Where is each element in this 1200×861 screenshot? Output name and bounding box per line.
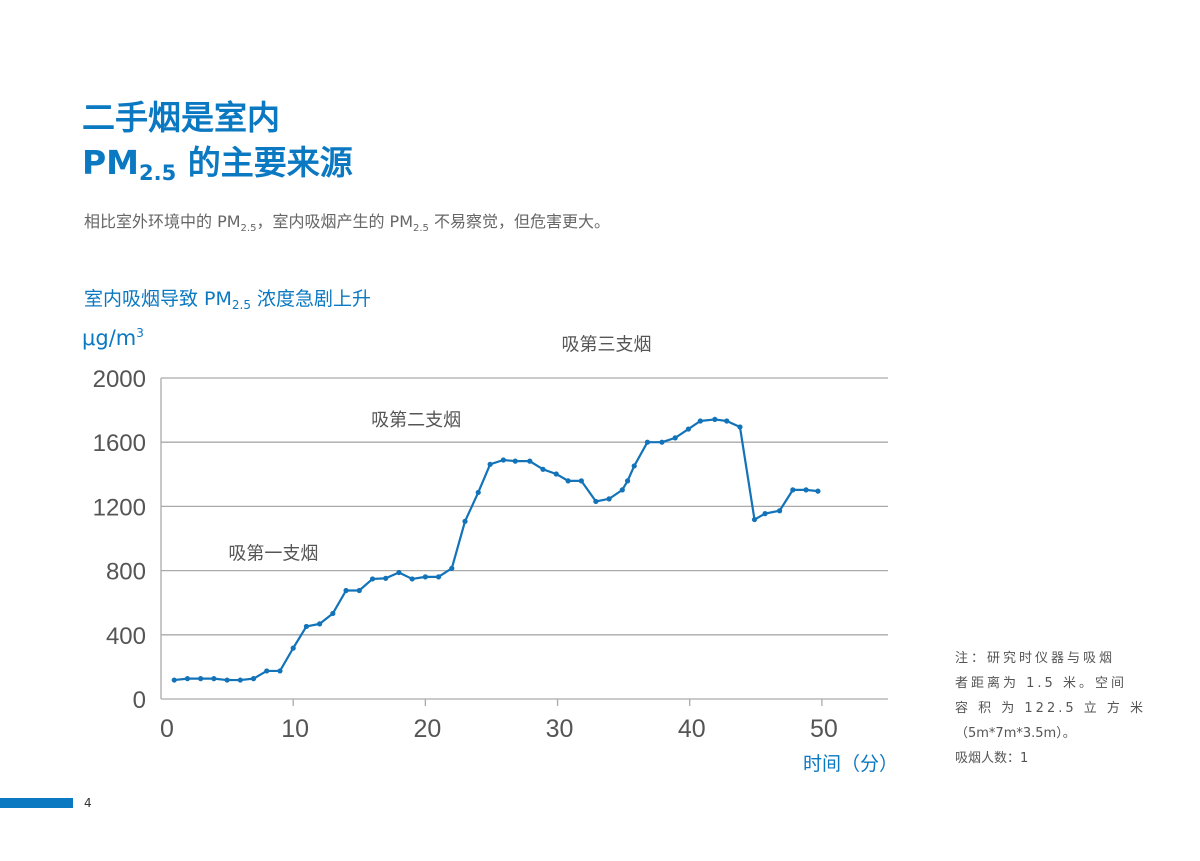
note: 注：研究时仪器与吸烟 者距离为 1.5 米。空间 容 积 为 122.5 立 方… [955,646,1146,771]
data-point [198,676,204,682]
data-point [250,676,257,682]
data-point [815,488,821,494]
data-point [290,645,296,651]
data-point [790,487,796,493]
data-point [356,587,362,594]
y-axis-unit: μg/m3 [82,326,144,350]
x-tick-label: 50 [810,715,838,743]
subtitle-part: ，室内吸烟产生的 PM [256,212,413,231]
data-point [762,511,768,517]
data-point [277,668,283,674]
chart-title: 室内吸烟导致 PM2.5 浓度急剧上升 [84,284,371,312]
x-tick-label: 10 [281,715,309,743]
data-point [317,621,323,627]
unit-text: μg/m [82,326,137,350]
y-tick-label: 1200 [93,494,146,521]
x-tick-label: 0 [160,715,174,743]
note-line: 者距离为 1.5 米。空间 [955,676,1127,691]
page-title-line2: PM2.5 的主要来源 [82,143,353,193]
data-point [619,487,625,493]
y-tick-label: 2000 [93,366,146,393]
footer-accent-bar [0,798,73,808]
data-point [449,565,455,571]
y-tick-label: 400 [106,623,146,650]
data-point [697,418,703,424]
data-point [422,574,428,580]
data-point [593,498,599,505]
data-point [803,487,809,493]
note-line: 吸烟人数：1 [955,751,1029,766]
data-point [303,623,309,630]
data-point [606,496,612,502]
data-point [685,426,692,432]
data-point [527,458,533,464]
data-point [659,439,665,445]
data-point [383,575,389,581]
data-point [625,478,631,484]
subtitle: 相比室外环境中的 PM2.5，室内吸烟产生的 PM2.5 不易察觉，但危害更大。 [84,208,610,234]
data-point [224,677,230,683]
data-point [211,676,217,682]
data-point [475,489,481,496]
x-tick-label: 30 [546,715,574,743]
subtitle-part: 不易察觉，但危害更大。 [428,212,610,231]
chart-title-part: 浓度急剧上升 [250,288,372,310]
data-point [631,463,637,469]
data-point [343,587,349,594]
data-point [737,424,743,430]
y-tick-label: 0 [133,687,146,714]
title-suffix: 的主要来源 [176,143,353,182]
x-axis-label: 时间（分） [803,753,898,775]
data-point [396,569,402,576]
y-tick-label: 800 [106,559,146,586]
x-tick-label: 40 [678,715,706,743]
data-point [330,610,336,617]
note-line: （5m*7m*3.5m）。 [955,726,1076,741]
data-point [672,435,678,441]
chart-title-sub: 2.5 [231,298,251,312]
annotation: 吸第一支烟 [228,543,318,564]
data-point [171,677,177,683]
data-point [751,516,758,523]
title-pm: PM [82,143,140,182]
data-point [712,416,718,423]
note-line: 注：研究时仪器与吸烟 [955,651,1116,666]
data-point [184,676,191,682]
data-point [462,518,468,524]
data-point [578,478,584,484]
data-point [409,576,415,582]
annotation: 吸第二支烟 [371,410,461,431]
data-point [565,478,571,484]
data-point [500,457,506,463]
data-point [724,418,730,424]
page-title-line1: 二手烟是室内 [82,98,280,137]
data-point [237,677,243,683]
data-point [512,458,518,464]
note-line: 容 积 为 122.5 立 方 米 [955,701,1147,716]
title-pm-sub: 2.5 [139,161,177,185]
chart-title-part: 室内吸烟导致 PM [84,288,232,310]
x-tick-label: 20 [413,715,441,743]
unit-sup: 3 [136,326,144,340]
y-tick-label: 1600 [93,430,146,457]
data-point [777,508,783,514]
data-point [540,466,546,472]
data-point [369,576,376,582]
subtitle-part: 相比室外环境中的 PM [84,212,241,231]
data-point [264,668,270,674]
annotation: 吸第三支烟 [562,335,652,356]
subtitle-sub: 2.5 [413,223,429,234]
data-point [644,439,651,445]
data-point [553,471,559,477]
data-point [435,574,442,580]
page-number: 4 [84,796,92,810]
subtitle-sub: 2.5 [240,223,257,234]
data-point [487,461,493,467]
